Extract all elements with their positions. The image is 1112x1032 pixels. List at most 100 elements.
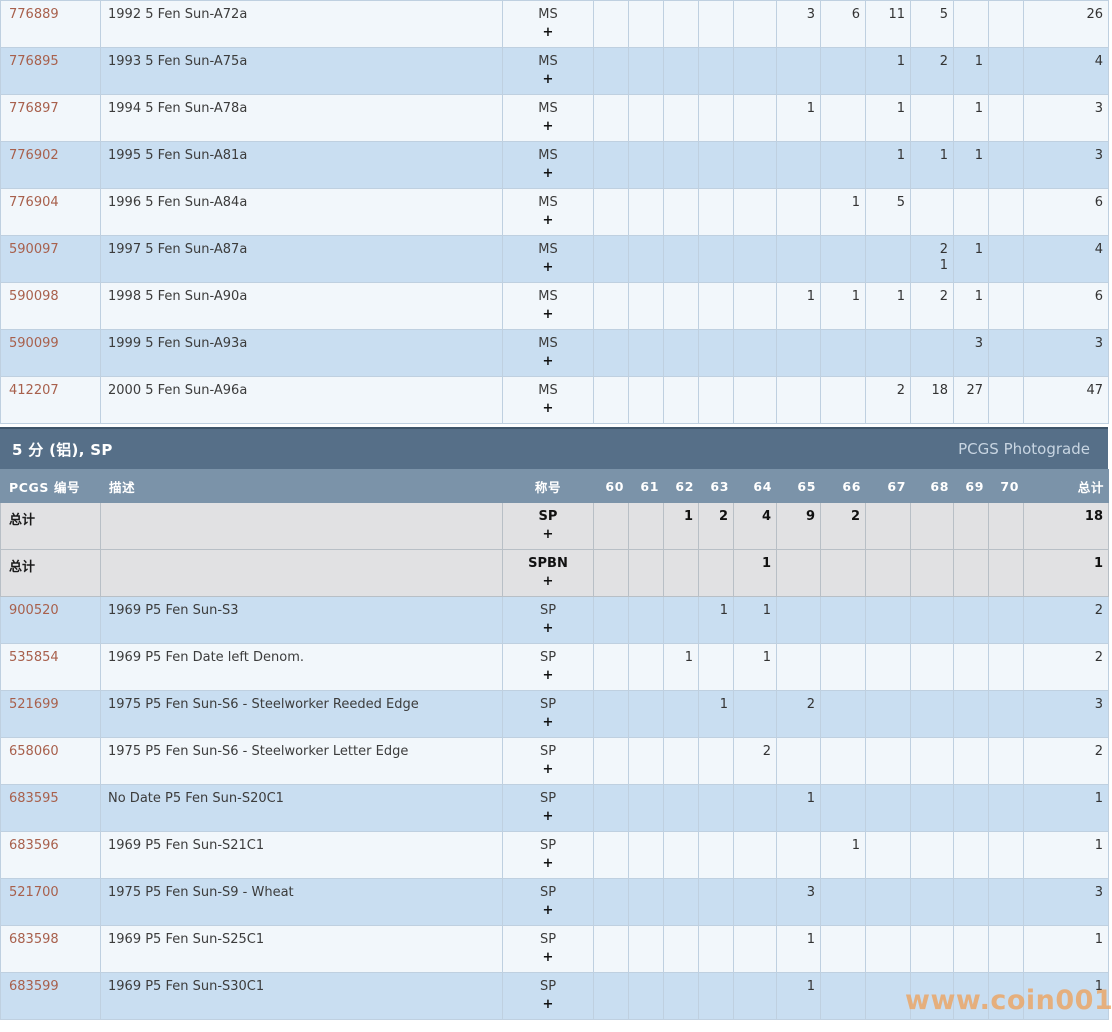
grade-67-cell	[865, 235, 911, 283]
coin-description: 2000 5 Fen Sun-A96a	[100, 376, 503, 424]
plus-grade-label: +	[542, 354, 554, 369]
column-header-grade-68: 68	[910, 469, 954, 503]
grade-65-cell	[776, 47, 821, 95]
pcgs-number-link[interactable]: 535854	[9, 650, 59, 665]
total-cell: 47	[1023, 376, 1109, 424]
grade-70-cell	[988, 141, 1024, 189]
grade-63-cell	[698, 282, 734, 330]
grade-63-cell	[698, 549, 734, 597]
designation-label: MS	[538, 336, 558, 351]
grade-62-cell: 1	[663, 502, 699, 550]
grade-64-cell	[733, 972, 777, 1020]
grade-63-cell	[698, 737, 734, 785]
pcgs-number-link[interactable]: 521699	[9, 697, 59, 712]
grade-61-cell	[628, 282, 664, 330]
pcgs-number-link[interactable]: 590098	[9, 289, 59, 304]
grade-70-cell	[988, 831, 1024, 879]
grade-69-cell: 1	[953, 235, 989, 283]
pcgs-number-link[interactable]: 683598	[9, 932, 59, 947]
designation-label: SP	[538, 509, 558, 524]
grade-68-cell: 5	[910, 0, 954, 48]
grade-62-cell	[663, 94, 699, 142]
pcgs-number-link[interactable]: 683595	[9, 791, 59, 806]
grade-60-cell	[593, 925, 629, 973]
grade-67-cell	[865, 972, 911, 1020]
pcgs-number-cell: 658060	[0, 737, 101, 785]
grade-67-cell	[865, 643, 911, 691]
table-row: 683595 No Date P5 Fen Sun-S20C1 SP + 1 1	[0, 784, 1109, 832]
coin-description: 1975 P5 Fen Sun-S9 - Wheat	[100, 878, 503, 926]
grade-65-cell: 9	[776, 502, 821, 550]
pcgs-number-link[interactable]: 590099	[9, 336, 59, 351]
pcgs-number-link[interactable]: 776889	[9, 7, 59, 22]
pcgs-number-link[interactable]: 658060	[9, 744, 59, 759]
grade-62-cell	[663, 596, 699, 644]
pcgs-number-link[interactable]: 590097	[9, 242, 59, 257]
pcgs-number-link[interactable]: 776904	[9, 195, 59, 210]
grade-62-cell	[663, 188, 699, 236]
grade-64-cell: 1	[733, 596, 777, 644]
grade-70-cell	[988, 329, 1024, 377]
grade-65-cell	[776, 329, 821, 377]
grade-64-cell	[733, 925, 777, 973]
grade-64-cell	[733, 831, 777, 879]
coin-description: No Date P5 Fen Sun-S20C1	[100, 784, 503, 832]
grade-61-cell	[628, 972, 664, 1020]
grade-68-cell	[910, 549, 954, 597]
grade-62-cell	[663, 925, 699, 973]
pcgs-number-link[interactable]: 900520	[9, 603, 59, 618]
grade-66-cell: 6	[820, 0, 866, 48]
plus-grade-label: +	[542, 903, 554, 918]
pcgs-number-link[interactable]: 776895	[9, 54, 59, 69]
table-row: 521700 1975 P5 Fen Sun-S9 - Wheat SP + 3…	[0, 878, 1109, 926]
pcgs-number-link[interactable]: 412207	[9, 383, 59, 398]
grade-66-cell	[820, 141, 866, 189]
coin-description	[100, 502, 503, 550]
coin-description: 1969 P5 Fen Date left Denom.	[100, 643, 503, 691]
pcgs-number-cell: 590097	[0, 235, 101, 283]
pcgs-number-link[interactable]: 683596	[9, 838, 59, 853]
total-cell: 4	[1023, 47, 1109, 95]
grade-65-cell: 1	[776, 972, 821, 1020]
coin-description: 1998 5 Fen Sun-A90a	[100, 282, 503, 330]
pcgs-number-link[interactable]: 683599	[9, 979, 59, 994]
grade-61-cell	[628, 643, 664, 691]
table-row: 535854 1969 P5 Fen Date left Denom. SP +…	[0, 643, 1109, 691]
photograde-link[interactable]: PCGS Photograde	[958, 440, 1090, 458]
plus-grade-label: +	[542, 715, 554, 730]
plus-grade-label: +	[542, 166, 554, 181]
grade-70-cell	[988, 549, 1024, 597]
total-row: 总计 SPBN + 1 1	[0, 549, 1109, 597]
designation-label: SP	[539, 885, 557, 900]
grade-65-cell	[776, 643, 821, 691]
pcgs-number-link[interactable]: 521700	[9, 885, 59, 900]
grade-63-cell	[698, 0, 734, 48]
plus-grade-label: +	[542, 25, 554, 40]
grade-67-cell: 5	[865, 188, 911, 236]
grade-68-cell: 2	[910, 47, 954, 95]
coin-description: 1994 5 Fen Sun-A78a	[100, 94, 503, 142]
designation-label: MS	[538, 54, 558, 69]
pcgs-number-link[interactable]: 776902	[9, 148, 59, 163]
grade-64-cell: 2	[733, 737, 777, 785]
grade-60-cell	[593, 549, 629, 597]
column-header-row: PCGS 编号 描述 称号 60 61 62 63 64 65 66 67 68…	[0, 469, 1109, 503]
grade-65-cell: 3	[776, 0, 821, 48]
pcgs-number-link[interactable]: 776897	[9, 101, 59, 116]
column-header-description: 描述	[100, 469, 503, 503]
grade-64-cell	[733, 188, 777, 236]
grade-63-cell	[698, 643, 734, 691]
grade-61-cell	[628, 94, 664, 142]
designation-label: SP	[539, 650, 557, 665]
column-header-grade-69: 69	[953, 469, 989, 503]
designation-cell: MS +	[502, 235, 594, 283]
plus-grade-label: +	[542, 950, 554, 965]
grade-60-cell	[593, 282, 629, 330]
grade-61-cell	[628, 690, 664, 738]
grade-63-cell	[698, 141, 734, 189]
grade-67-cell	[865, 502, 911, 550]
pcgs-number-cell: 683596	[0, 831, 101, 879]
designation-cell: MS +	[502, 376, 594, 424]
grade-66-cell	[820, 47, 866, 95]
grade-60-cell	[593, 94, 629, 142]
